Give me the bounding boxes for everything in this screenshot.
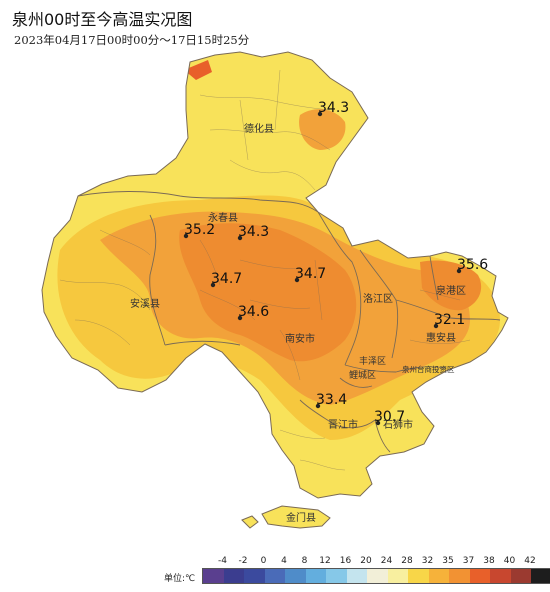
legend-swatch bbox=[285, 569, 306, 583]
temp-shishi: 30.7 bbox=[374, 409, 405, 425]
legend-tick-label: 24 bbox=[380, 556, 393, 566]
weather-stations bbox=[183, 111, 462, 426]
legend-tick-label: 37 bbox=[462, 556, 475, 566]
place-yongchun: 永春县 bbox=[208, 211, 238, 224]
legend-swatch bbox=[428, 569, 449, 583]
jinmen-island bbox=[261, 505, 331, 529]
place-shishi: 石狮市 bbox=[383, 418, 413, 431]
temp-dehua: 34.3 bbox=[318, 100, 349, 116]
place-nanan: 南安市 bbox=[285, 332, 315, 345]
place-luojiang: 洛江区 bbox=[363, 292, 393, 305]
station-dot bbox=[237, 235, 243, 241]
legend-tick-label: 12 bbox=[319, 556, 331, 566]
station-dot bbox=[315, 403, 321, 409]
legend-swatch bbox=[469, 569, 490, 583]
station-dot bbox=[183, 233, 189, 239]
place-anxi: 安溪县 bbox=[130, 297, 160, 310]
legend-swatch bbox=[367, 569, 388, 583]
legend-tick-label: 38 bbox=[483, 556, 495, 566]
legend-swatch bbox=[346, 569, 367, 583]
station-dot bbox=[433, 323, 439, 329]
station-dot bbox=[237, 315, 243, 321]
temp-huian: 32.1 bbox=[434, 312, 465, 328]
legend-unit-label: 单位:℃ bbox=[164, 574, 196, 584]
legend-tick-label: 20 bbox=[360, 556, 372, 566]
legend-swatch bbox=[326, 569, 347, 583]
legend-tick-label: 28 bbox=[401, 556, 413, 566]
legend-swatch bbox=[203, 569, 224, 583]
place-taishang: 泉州台商投资区 bbox=[402, 364, 455, 374]
legend-tick-label: 32 bbox=[421, 556, 434, 566]
heat-bands bbox=[57, 60, 500, 440]
legend-swatch bbox=[387, 569, 408, 583]
temp-yongchun-east: 34.3 bbox=[238, 224, 269, 240]
legend-tick-label: 35 bbox=[442, 556, 454, 566]
map-title: 泉州00时至今高温实况图 bbox=[12, 10, 193, 29]
temp-yongchun-west: 35.2 bbox=[184, 222, 215, 238]
place-quangang: 泉港区 bbox=[436, 284, 466, 297]
legend-tick-label: 40 bbox=[503, 556, 516, 566]
temp-nanan-west: 34.6 bbox=[238, 304, 269, 320]
legend-swatch bbox=[244, 569, 265, 583]
station-dot bbox=[210, 282, 216, 288]
map-subtitle: 2023年04月17日00时00分～17日15时25分 bbox=[14, 33, 250, 47]
legend-swatch bbox=[490, 569, 511, 583]
place-huian: 惠安县 bbox=[426, 331, 456, 344]
legend-tick-label: 8 bbox=[301, 556, 308, 566]
place-dehua: 德化县 bbox=[244, 122, 274, 135]
county-borders bbox=[77, 191, 501, 453]
legend-tick-label: 42 bbox=[524, 556, 536, 566]
legend-swatch bbox=[510, 569, 531, 583]
station-dot bbox=[375, 420, 381, 426]
station-dot bbox=[317, 111, 323, 117]
legend-tick-label: -2 bbox=[238, 556, 248, 566]
legend-color-bar bbox=[202, 568, 550, 584]
legend-swatch bbox=[223, 569, 244, 583]
place-jinmen: 金门县 bbox=[286, 511, 316, 524]
legend-tick-label: -4 bbox=[218, 556, 227, 566]
temp-anxi-east: 34.7 bbox=[211, 271, 242, 287]
temp-quangang: 35.6 bbox=[457, 257, 488, 273]
station-dot bbox=[294, 277, 300, 283]
place-licheng: 鲤城区 bbox=[349, 369, 376, 381]
township-borders bbox=[59, 69, 471, 471]
legend-ticks: -4 -2 0 4 8 12 16 20 24 28 32 35 37 38 40 42 bbox=[196, 556, 536, 568]
legend-swatch bbox=[531, 569, 550, 583]
legend-swatch bbox=[305, 569, 326, 583]
legend-tick-label: 4 bbox=[281, 556, 287, 566]
legend-tick-label: 0 bbox=[260, 556, 267, 566]
station-dot bbox=[456, 268, 462, 274]
place-jinjiang: 晋江市 bbox=[328, 418, 358, 431]
legend-swatch bbox=[408, 569, 429, 583]
jinmen-islet bbox=[241, 515, 259, 529]
place-fengze: 丰泽区 bbox=[359, 355, 386, 367]
legend-swatch bbox=[449, 569, 470, 583]
temp-jinjiang: 33.4 bbox=[316, 392, 347, 408]
temp-nanan-north: 34.7 bbox=[295, 266, 326, 282]
legend-tick-label: 16 bbox=[339, 556, 352, 566]
legend-swatch bbox=[264, 569, 285, 583]
